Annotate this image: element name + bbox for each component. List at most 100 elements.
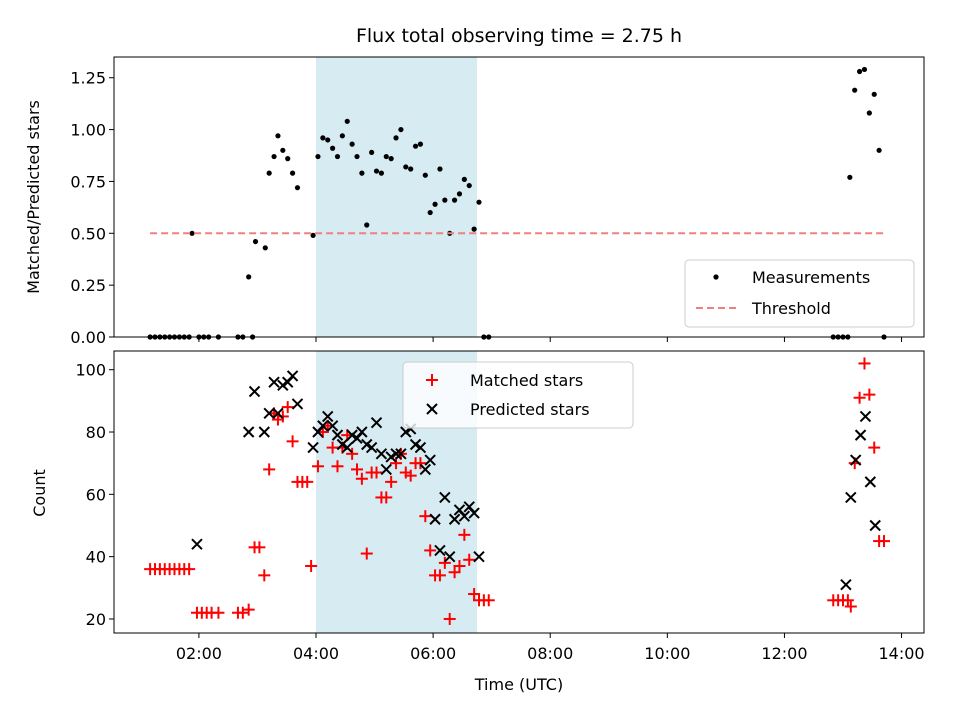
matched-point [448, 566, 461, 579]
matched-point [877, 535, 890, 548]
legend-measurements-marker [713, 274, 719, 280]
predicted-point [849, 454, 862, 466]
measurement-point [471, 226, 477, 232]
matched-point [443, 612, 456, 625]
matched-point [286, 435, 299, 448]
measurement-point [373, 168, 380, 174]
measurement-point [289, 170, 296, 176]
matched-point [424, 544, 437, 557]
predicted-point [854, 429, 867, 441]
measurement-point [847, 174, 853, 180]
measurement-point [871, 91, 877, 97]
matched-point [385, 475, 398, 488]
x-tick-label: 02:00 [176, 644, 222, 663]
top-x-ticks [198, 337, 903, 342]
measurement-point [330, 145, 336, 151]
predicted-point [840, 578, 852, 591]
measurement-point [437, 166, 443, 172]
predicted-point [390, 448, 402, 460]
predicted-point [869, 519, 881, 532]
predicted-point [473, 550, 485, 563]
measurement-point [876, 147, 882, 153]
predicted-point [356, 426, 368, 438]
legend-threshold-label: Threshold [751, 299, 831, 318]
measurement-point [334, 153, 341, 160]
measurement-point [393, 135, 399, 141]
predicted-point [859, 410, 872, 423]
bottom-y-ticks: 20 40 60 80 100 [75, 361, 114, 629]
predicted-point [434, 544, 446, 557]
y-tick-label: 0.50 [70, 224, 106, 243]
predicted-point [845, 491, 857, 504]
matched-point [390, 457, 403, 470]
top-y-ticks: 0.00 0.25 0.50 0.75 1.00 1.25 [70, 69, 114, 347]
matched-point [841, 594, 854, 607]
predicted-point [439, 491, 451, 504]
matched-point [351, 463, 363, 476]
x-tick-label: 10:00 [644, 644, 690, 663]
predicted-point [429, 513, 441, 525]
matched-point [868, 441, 881, 454]
measurement-point [349, 141, 355, 147]
predicted-point [242, 426, 255, 438]
measurement-point [275, 133, 281, 139]
matched-point [380, 491, 393, 504]
predicted-point [448, 513, 461, 525]
x-axis-label: Time (UTC) [474, 675, 563, 694]
matched-point [853, 391, 866, 404]
predicted-point [263, 407, 275, 420]
predicted-point [307, 441, 319, 454]
predicted-point [365, 441, 378, 454]
y-tick-label: 0.00 [70, 328, 106, 347]
measurement-point [285, 156, 291, 162]
matched-point [404, 469, 417, 482]
matched-point [482, 594, 495, 607]
matched-point [844, 600, 857, 613]
predicted-point [191, 538, 203, 550]
measurement-point [442, 197, 448, 203]
matched-point [346, 447, 359, 460]
measurement-point [344, 118, 350, 124]
bottom-y-axis-label: Count [30, 469, 49, 517]
predicted-point [258, 426, 270, 438]
predicted-point [424, 454, 436, 466]
y-tick-label: 0.25 [70, 276, 106, 295]
matched-point [360, 547, 373, 560]
measurement-point [412, 143, 419, 149]
measurement-point [378, 170, 384, 176]
measurement-point [408, 166, 414, 172]
y-tick-label: 100 [75, 361, 106, 380]
measurement-point [466, 182, 472, 189]
x-tick-label: 14:00 [878, 644, 924, 663]
matched-point [301, 475, 314, 488]
x-tick-label: 12:00 [761, 644, 807, 663]
top-y-axis-label: Matched/Predicted stars [24, 100, 43, 294]
y-tick-label: 80 [86, 423, 106, 442]
measurement-point [456, 191, 463, 197]
matched-point [311, 460, 324, 473]
measurement-point [369, 149, 375, 156]
predicted-point [444, 550, 456, 563]
measurement-point [310, 232, 316, 238]
measurement-point [461, 176, 467, 182]
matched-point [276, 410, 289, 423]
matched-point [263, 463, 276, 476]
predicted-point [468, 507, 480, 519]
predicted-point [268, 376, 280, 388]
matched-point [458, 528, 471, 541]
top-data-marks [147, 66, 887, 340]
measurement-point [861, 66, 868, 73]
measurement-point [432, 201, 438, 207]
matched-point [463, 553, 476, 566]
matched-point [253, 541, 266, 554]
measurement-point [246, 274, 252, 280]
predicted-point [380, 463, 392, 476]
y-tick-label: 0.75 [70, 172, 106, 191]
predicted-point [326, 420, 339, 432]
x-tick-label: 04:00 [293, 644, 339, 663]
measurement-point [403, 164, 409, 170]
matched-point [258, 569, 271, 582]
legend-predicted-label: Predicted stars [470, 400, 590, 419]
top-shaded-span [316, 57, 478, 337]
